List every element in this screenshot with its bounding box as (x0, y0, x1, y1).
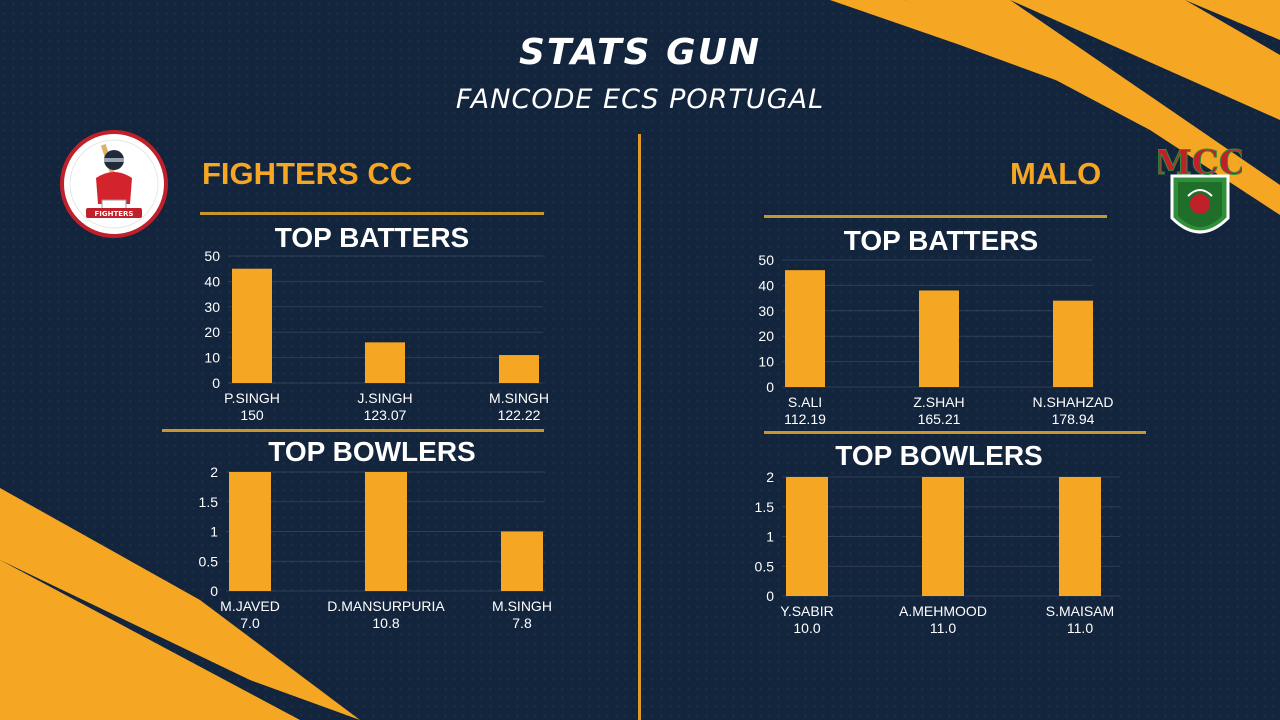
x-sublabel: 178.94 (1052, 411, 1095, 427)
y-tick-label: 1.5 (199, 494, 219, 510)
x-category-label: N.SHAHZAD (1033, 394, 1114, 410)
y-tick-label: 40 (758, 277, 774, 293)
bar (786, 477, 828, 596)
bar (919, 290, 959, 387)
x-category-label: M.SINGH (492, 598, 552, 614)
fighters-logo: FIGHTERS (60, 130, 168, 238)
y-tick-label: 2 (766, 469, 774, 485)
x-sublabel: 150 (240, 407, 264, 423)
y-tick-label: 0 (210, 583, 218, 599)
y-tick-label: 40 (204, 273, 220, 289)
y-tick-label: 10 (204, 350, 220, 366)
bar (785, 270, 825, 387)
bar (922, 477, 964, 596)
x-sublabel: 123.07 (364, 407, 407, 423)
x-category-label: A.MEHMOOD (899, 603, 987, 619)
y-tick-label: 30 (758, 303, 774, 319)
malo-bowlers-title: TOP BOWLERS (835, 440, 1043, 471)
y-tick-label: 10 (758, 354, 774, 370)
y-tick-label: 1 (766, 529, 774, 545)
bar (1053, 300, 1093, 387)
y-tick-label: 0 (766, 379, 774, 395)
shard-top-4 (1185, 0, 1280, 40)
x-category-label: M.JAVED (220, 598, 280, 614)
x-sublabel: 122.22 (498, 407, 541, 423)
y-tick-label: 0.5 (755, 558, 775, 574)
page-title: STATS GUN (518, 32, 762, 73)
bar (1059, 477, 1101, 596)
bar (365, 342, 405, 383)
center-divider (638, 134, 641, 720)
x-sublabel: 10.8 (372, 615, 399, 631)
y-tick-label: 1.5 (755, 499, 775, 515)
x-category-label: D.MANSURPURIA (327, 598, 445, 614)
bar (499, 355, 539, 383)
x-category-label: Y.SABIR (780, 603, 833, 619)
fighters-batters-title: TOP BATTERS (274, 222, 470, 253)
x-category-label: S.MAISAM (1046, 603, 1114, 619)
fighters-bowlers-title: TOP BOWLERS (268, 436, 476, 467)
fighters-logo-text: FIGHTERS (95, 210, 134, 218)
malo-header-line (764, 215, 1107, 218)
x-sublabel: 7.8 (512, 615, 532, 631)
x-category-label: S.ALI (788, 394, 822, 410)
x-sublabel: 11.0 (930, 620, 956, 636)
y-tick-label: 20 (204, 324, 220, 340)
fighters-mid-line (162, 429, 544, 432)
x-sublabel: 11.0 (1067, 620, 1093, 636)
y-tick-label: 1 (210, 524, 218, 540)
y-tick-label: 0 (766, 588, 774, 604)
malo-mid-line (764, 431, 1146, 434)
team-name-malo: MALO (1010, 156, 1102, 191)
team-name-fighters: FIGHTERS CC (202, 156, 413, 191)
malo-logo-text: MCC (1158, 143, 1242, 183)
y-tick-label: 20 (758, 328, 774, 344)
y-tick-label: 0.5 (199, 553, 219, 569)
shard-bottom-3 (0, 575, 220, 720)
x-sublabel: 10.0 (793, 620, 820, 636)
page-subtitle: FANCODE ECS PORTUGAL (455, 84, 825, 115)
y-tick-label: 50 (758, 252, 774, 268)
y-tick-label: 30 (204, 299, 220, 315)
malo-batters-title: TOP BATTERS (843, 225, 1039, 256)
x-sublabel: 7.0 (240, 615, 260, 631)
x-category-label: Z.SHAH (913, 394, 964, 410)
malo-logo: MCC (1154, 138, 1246, 246)
bar (232, 268, 272, 383)
x-sublabel: 165.21 (918, 411, 961, 427)
x-category-label: M.SINGH (489, 390, 549, 406)
bar (229, 472, 271, 591)
x-category-label: J.SINGH (357, 390, 412, 406)
x-category-label: P.SINGH (224, 390, 280, 406)
y-tick-label: 50 (204, 248, 220, 264)
y-tick-label: 2 (210, 464, 218, 480)
y-tick-label: 0 (212, 375, 220, 391)
shard-top-3 (1010, 0, 1280, 120)
x-sublabel: 112.19 (784, 411, 826, 427)
bar (365, 472, 407, 591)
bar (501, 531, 543, 591)
shard-bottom-1 (0, 488, 360, 720)
fighters-header-line (200, 212, 544, 215)
